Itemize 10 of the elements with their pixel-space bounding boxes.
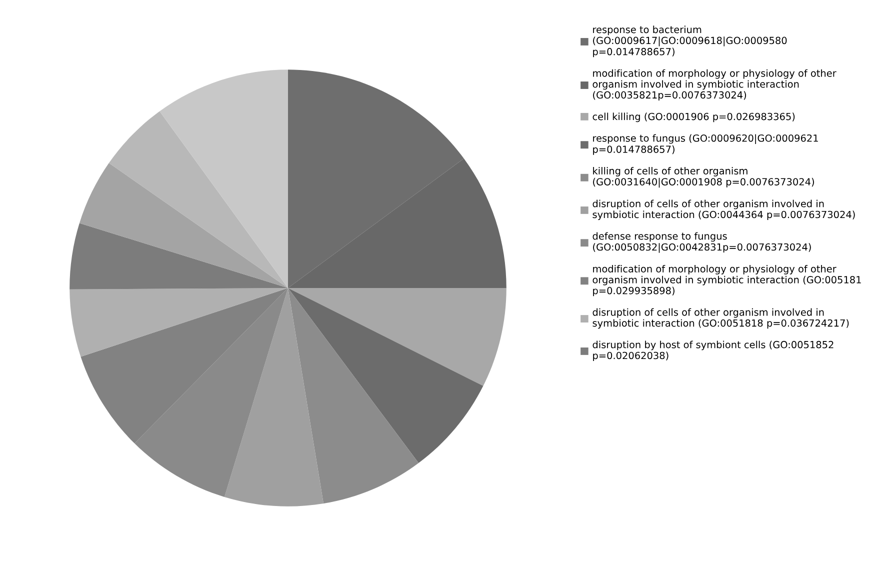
legend-label: killing of cells of other organism (GO:0031640|GO:0001908 p=0.0076373024) bbox=[593, 166, 814, 188]
legend-label: cell killing (GO:0001906 p=0.026983365) bbox=[592, 112, 795, 122]
legend-label: defense response to fungus (GO:0050832|GO:0042831p=0.0076373024) bbox=[592, 232, 811, 253]
legend-label: modification of morphology or physiology of other organism involved in symbiotic interaction (GO:0035821p=0.0076373024) bbox=[592, 69, 836, 101]
legend-label: response to fungus (GO:0009620|GO:0009621 p=0.014788657) bbox=[593, 134, 818, 155]
legend-label: disruption of cells of other organism involved in symbiotic interaction (GO:0044364 p=0.0076373024) bbox=[592, 200, 855, 220]
legend-label: modification of morphology or physiology of other organism involved in symbiotic interaction (GO:005181 p=0.029935898) bbox=[592, 264, 861, 296]
legend-label: response to bacterium (GO:0009617|GO:0009618|GO:0009580 p=0.014788657) bbox=[593, 26, 787, 58]
legend-label: disruption by host of symbiont cells (GO:0051852 p=0.02062038) bbox=[592, 340, 834, 362]
legend-label: disruption of cells of other organism involved in symbiotic interaction (GO:0051818 p=0.036724217) bbox=[592, 308, 849, 329]
